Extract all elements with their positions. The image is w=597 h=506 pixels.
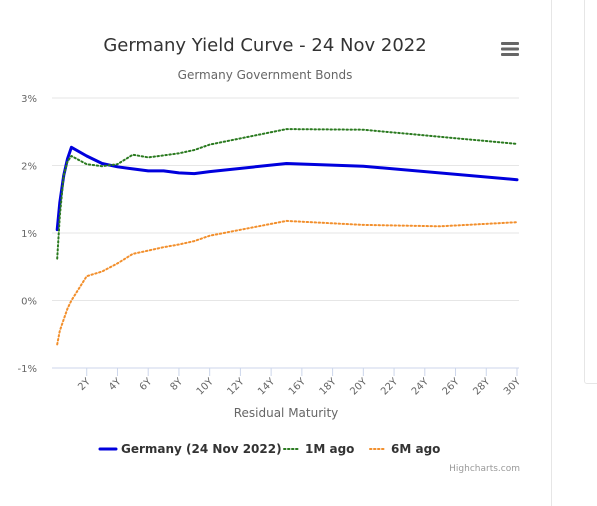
side-panel-edge <box>584 0 597 384</box>
x-tick-label: 18Y <box>318 376 340 398</box>
x-axis: 2Y 4Y 6Y 8Y 10Y 12Y 14Y 16Y 18Y 20Y 22Y 24Y 26Y 28Y 30… <box>52 367 524 398</box>
x-tick-label: 20Y <box>348 376 370 398</box>
legend-item-2[interactable]: 1M ago <box>283 442 354 456</box>
series-line-1[interactable] <box>55 145 519 232</box>
x-tick-label: 14Y <box>256 376 278 398</box>
x-axis-title: Residual Maturity <box>234 406 339 420</box>
legend-item-1[interactable]: Germany (24 Nov 2022) <box>98 442 282 456</box>
x-tick-label: 24Y <box>410 376 432 398</box>
y-tick-label: 1% <box>21 229 37 240</box>
x-tick-label: 22Y <box>379 376 401 398</box>
panel-divider <box>551 0 552 506</box>
x-tick-label: 28Y <box>471 376 493 398</box>
x-tick-label: 4Y <box>107 376 124 393</box>
series-line-3[interactable] <box>56 219 518 346</box>
legend-item-3[interactable]: 6M ago <box>369 442 440 456</box>
legend-label: 6M ago <box>391 442 440 456</box>
y-tick-label: 3% <box>21 94 37 105</box>
legend-label: 1M ago <box>305 442 354 456</box>
chart-subtitle: Germany Government Bonds <box>178 68 353 82</box>
chart-title: Germany Yield Curve - 24 Nov 2022 <box>103 35 426 56</box>
y-axis: -1% 0% 1% 2% 3% <box>18 94 37 375</box>
legend-label: Germany (24 Nov 2022) <box>121 442 282 456</box>
x-tick-label: 12Y <box>225 376 247 398</box>
x-tick-label: 10Y <box>195 376 217 398</box>
grid-lines <box>52 97 519 369</box>
legend: Germany (24 Nov 2022) 1M ago 6M ago <box>98 442 440 456</box>
x-tick-label: 2Y <box>76 376 93 393</box>
x-tick-label: 8Y <box>168 376 185 393</box>
series-lines <box>55 128 519 346</box>
hamburger-menu-icon[interactable] <box>498 36 522 60</box>
y-tick-label: 2% <box>21 162 37 173</box>
x-tick-label: 6Y <box>138 376 155 393</box>
series-line-2[interactable] <box>56 128 518 260</box>
y-tick-label: -1% <box>18 364 37 375</box>
y-tick-label: 0% <box>21 297 37 308</box>
credits-link[interactable]: Highcharts.com <box>449 464 520 474</box>
chart-svg: Germany Yield Curve - 24 Nov 2022 German… <box>18 35 524 474</box>
x-tick-label: 30Y <box>502 376 524 398</box>
chart-panel: Germany Yield Curve - 24 Nov 2022 German… <box>17 35 524 474</box>
x-tick-label: 16Y <box>287 376 309 398</box>
x-tick-label: 26Y <box>441 376 463 398</box>
